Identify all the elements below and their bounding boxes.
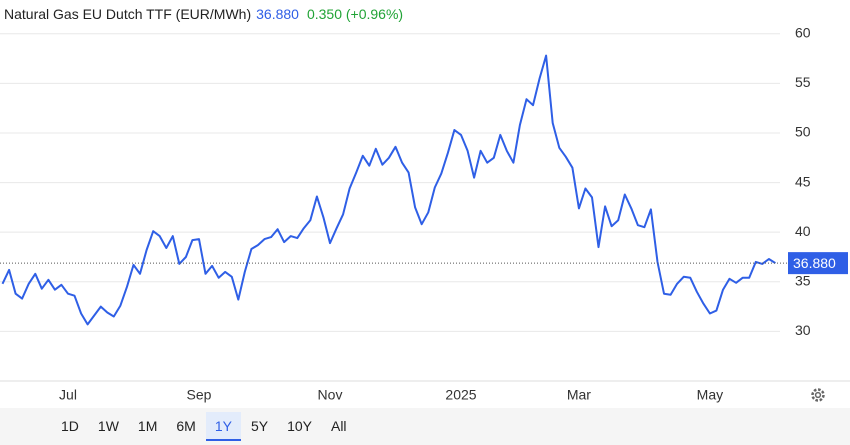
- y-tick-label: 40: [795, 223, 811, 239]
- y-tick-label: 35: [795, 272, 811, 288]
- x-tick-label: Jul: [59, 387, 77, 403]
- chart-header: Natural Gas EU Dutch TTF (EUR/MWh) 36.880…: [4, 6, 403, 22]
- last-price-box: [788, 252, 848, 275]
- price-line: [1, 54, 776, 326]
- range-button[interactable]: 6M: [176, 418, 196, 434]
- y-tick-label: 60: [795, 24, 811, 40]
- last-price-label: 36.880: [793, 255, 836, 271]
- settings-icon[interactable]: [811, 388, 825, 402]
- y-tick-label: 55: [795, 74, 811, 90]
- y-tick-label: 50: [795, 124, 811, 140]
- range-button[interactable]: 10Y: [287, 418, 312, 434]
- x-tick-label: 2025: [445, 387, 476, 403]
- range-button[interactable]: 5Y: [250, 418, 269, 434]
- x-tick-label: Nov: [318, 387, 343, 403]
- range-button[interactable]: 1D: [61, 418, 79, 434]
- range-button[interactable]: 1W: [97, 418, 119, 434]
- y-tick-label: 45: [795, 173, 811, 189]
- range-button[interactable]: All: [330, 418, 347, 434]
- range-button[interactable]: 1M: [137, 418, 158, 434]
- chart: Natural Gas EU Dutch TTF (EUR/MWh) 36.880…: [0, 6, 850, 403]
- price-change: 0.350 (+0.96%): [307, 6, 403, 22]
- x-tick-label: Mar: [567, 387, 591, 403]
- y-tick-label: 30: [795, 322, 811, 338]
- last-price: 36.880: [256, 6, 299, 22]
- chart-title: Natural Gas EU Dutch TTF (EUR/MWh): [4, 6, 251, 22]
- range-button[interactable]: 1Y: [205, 412, 241, 441]
- range-bar: 1D 1W 1M 6M 1Y 5Y 10Y All: [0, 408, 850, 445]
- x-tick-label: May: [697, 387, 723, 403]
- x-tick-label: Sep: [187, 387, 212, 403]
